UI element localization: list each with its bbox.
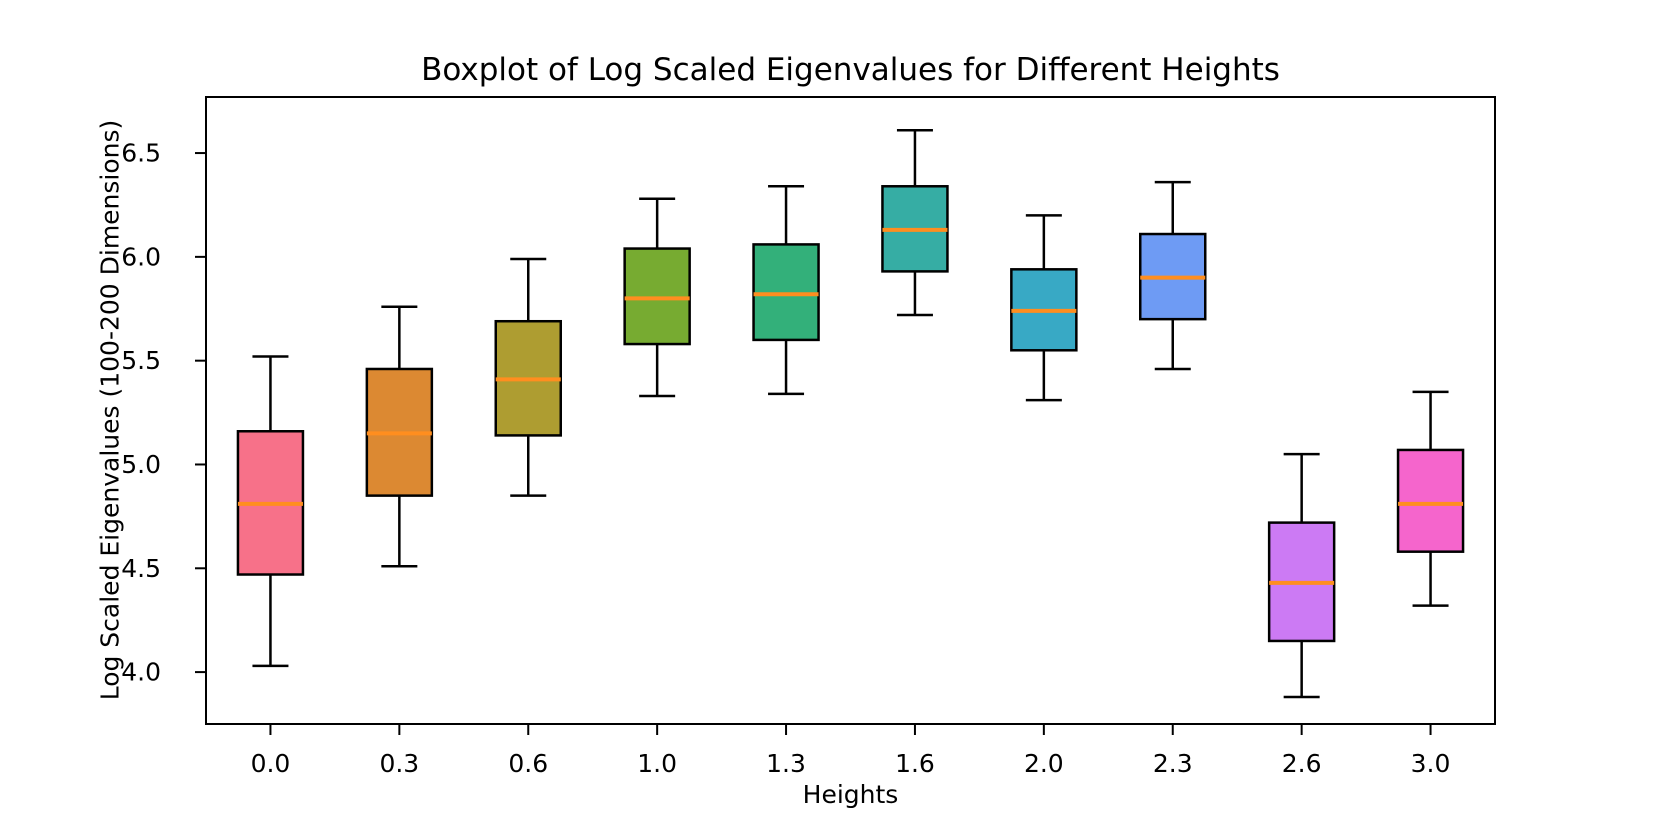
y-tick-label-6.0: 6.0 (121, 242, 161, 271)
x-tick-label-0.0: 0.0 (251, 749, 291, 778)
y-tick-label-5.0: 5.0 (121, 450, 161, 479)
y-tick-label-4.5: 4.5 (121, 554, 161, 583)
x-tick-label-3.0: 3.0 (1411, 749, 1451, 778)
y-tick-label-6.5: 6.5 (121, 139, 161, 168)
x-axis-label: Heights (802, 780, 899, 809)
y-tick-label-5.5: 5.5 (121, 346, 161, 375)
x-tick-label-1.0: 1.0 (637, 749, 677, 778)
x-tick-label-1.3: 1.3 (766, 749, 806, 778)
x-tick-label-2.3: 2.3 (1153, 749, 1193, 778)
x-tick-label-2.6: 2.6 (1282, 749, 1322, 778)
x-tick-label-0.3: 0.3 (379, 749, 419, 778)
box-3.0 (1396, 448, 1465, 553)
x-tick-label-2.0: 2.0 (1024, 749, 1064, 778)
x-tick-label-0.6: 0.6 (508, 749, 548, 778)
box-1.3 (752, 243, 820, 342)
chart-title: Boxplot of Log Scaled Eigenvalues for Di… (421, 52, 1280, 88)
box-1.0 (623, 247, 691, 346)
axes-frame (205, 96, 1496, 725)
x-tick-label-1.6: 1.6 (895, 749, 935, 778)
y-tick-label-4.0: 4.0 (121, 658, 161, 687)
